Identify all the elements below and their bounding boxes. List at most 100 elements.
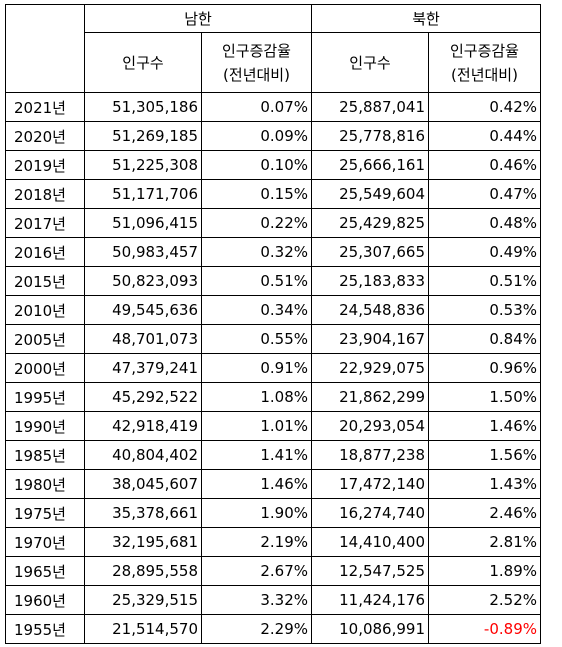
table-row: 1975년 35,378,661 1.90% 16,274,740 2.46% (5, 498, 541, 528)
south-growth-cell: 0.51% (201, 266, 312, 296)
south-growth-cell: 0.91% (201, 353, 312, 383)
south-population-cell: 51,305,186 (84, 92, 202, 122)
south-population-cell: 38,045,607 (84, 469, 202, 499)
south-population-cell: 45,292,522 (84, 382, 202, 412)
south-growth-cell: 2.29% (201, 614, 312, 644)
north-growth-cell: 1.56% (428, 440, 541, 470)
south-growth-cell: 1.08% (201, 382, 312, 412)
table-row: 1995년 45,292,522 1.08% 21,862,299 1.50% (5, 382, 541, 412)
year-cell: 1970년 (5, 527, 85, 557)
population-table: 남한 북한 인구수 인구증감율 (전년대비) 인구수 인구증감율 (전년대비) … (5, 4, 541, 644)
year-cell: 2000년 (5, 353, 85, 383)
north-population-cell: 25,549,604 (311, 179, 429, 209)
south-population-cell: 40,804,402 (84, 440, 202, 470)
table-row: 2016년 50,983,457 0.32% 25,307,665 0.49% (5, 237, 541, 267)
south-growth-cell: 0.22% (201, 208, 312, 238)
table-row: 2017년 51,096,415 0.22% 25,429,825 0.48% (5, 208, 541, 238)
north-growth-cell: 1.50% (428, 382, 541, 412)
south-growth-cell: 1.41% (201, 440, 312, 470)
north-population-cell: 10,086,991 (311, 614, 429, 644)
north-growth-cell: 0.96% (428, 353, 541, 383)
north-growth-cell: 0.44% (428, 121, 541, 151)
north-population-cell: 25,666,161 (311, 150, 429, 180)
table-row: 2010년 49,545,636 0.34% 24,548,836 0.53% (5, 295, 541, 325)
north-growth-cell: 0.49% (428, 237, 541, 267)
south-population-cell: 50,983,457 (84, 237, 202, 267)
year-cell: 1965년 (5, 556, 85, 586)
north-population-cell: 21,862,299 (311, 382, 429, 412)
table-row: 2000년 47,379,241 0.91% 22,929,075 0.96% (5, 353, 541, 383)
year-cell: 1955년 (5, 614, 85, 644)
north-growth-cell: 0.84% (428, 324, 541, 354)
north-population-header: 인구수 (311, 32, 429, 93)
north-population-cell: 22,929,075 (311, 353, 429, 383)
north-population-cell: 16,274,740 (311, 498, 429, 528)
year-cell: 1980년 (5, 469, 85, 499)
north-growth-header: 인구증감율 (전년대비) (428, 32, 541, 93)
south-population-cell: 47,379,241 (84, 353, 202, 383)
table-row: 1990년 42,918,419 1.01% 20,293,054 1.46% (5, 411, 541, 441)
south-growth-header: 인구증감율 (전년대비) (201, 32, 312, 93)
south-population-cell: 35,378,661 (84, 498, 202, 528)
table-row: 2015년 50,823,093 0.51% 25,183,833 0.51% (5, 266, 541, 296)
south-growth-cell: 0.34% (201, 295, 312, 325)
north-growth-cell: 0.48% (428, 208, 541, 238)
year-cell: 1995년 (5, 382, 85, 412)
north-population-cell: 25,307,665 (311, 237, 429, 267)
south-growth-cell: 2.19% (201, 527, 312, 557)
south-population-cell: 48,701,073 (84, 324, 202, 354)
table-body: 2021년 51,305,186 0.07% 25,887,041 0.42% 2020년… (5, 92, 541, 644)
south-growth-cell: 0.07% (201, 92, 312, 122)
year-cell: 2015년 (5, 266, 85, 296)
north-population-cell: 18,877,238 (311, 440, 429, 470)
growth-label: 인구증감율 (221, 41, 291, 60)
north-growth-cell: 1.46% (428, 411, 541, 441)
year-cell: 2016년 (5, 237, 85, 267)
north-growth-cell: 2.81% (428, 527, 541, 557)
north-growth-cell: 2.46% (428, 498, 541, 528)
year-cell: 1975년 (5, 498, 85, 528)
table-row: 1960년 25,329,515 3.32% 11,424,176 2.52% (5, 585, 541, 615)
north-population-cell: 24,548,836 (311, 295, 429, 325)
south-korea-header: 남한 (84, 4, 312, 33)
south-population-cell: 51,269,185 (84, 121, 202, 151)
growth-sublabel: (전년대비) (223, 65, 290, 84)
table-row: 1970년 32,195,681 2.19% 14,410,400 2.81% (5, 527, 541, 557)
corner-cell (5, 4, 85, 93)
south-growth-cell: 0.15% (201, 179, 312, 209)
table-row: 2021년 51,305,186 0.07% 25,887,041 0.42% (5, 92, 541, 122)
south-population-cell: 49,545,636 (84, 295, 202, 325)
year-cell: 1990년 (5, 411, 85, 441)
south-growth-cell: 0.09% (201, 121, 312, 151)
year-cell: 2010년 (5, 295, 85, 325)
south-growth-cell: 0.55% (201, 324, 312, 354)
south-population-cell: 51,225,308 (84, 150, 202, 180)
south-growth-cell: 0.32% (201, 237, 312, 267)
table-row: 2018년 51,171,706 0.15% 25,549,604 0.47% (5, 179, 541, 209)
south-growth-cell: 3.32% (201, 585, 312, 615)
south-population-header: 인구수 (84, 32, 202, 93)
table-row: 1980년 38,045,607 1.46% 17,472,140 1.43% (5, 469, 541, 499)
year-cell: 1960년 (5, 585, 85, 615)
year-cell: 2020년 (5, 121, 85, 151)
south-population-cell: 28,895,558 (84, 556, 202, 586)
north-population-cell: 20,293,054 (311, 411, 429, 441)
south-growth-cell: 1.46% (201, 469, 312, 499)
north-population-cell: 14,410,400 (311, 527, 429, 557)
south-growth-cell: 0.10% (201, 150, 312, 180)
north-growth-cell: 0.42% (428, 92, 541, 122)
north-growth-cell: 1.89% (428, 556, 541, 586)
north-population-cell: 12,547,525 (311, 556, 429, 586)
north-growth-cell: -0.89% (428, 614, 541, 644)
south-population-cell: 42,918,419 (84, 411, 202, 441)
year-cell: 1985년 (5, 440, 85, 470)
year-cell: 2019년 (5, 150, 85, 180)
south-growth-cell: 1.01% (201, 411, 312, 441)
south-population-cell: 50,823,093 (84, 266, 202, 296)
north-population-cell: 25,429,825 (311, 208, 429, 238)
north-growth-cell: 0.51% (428, 266, 541, 296)
table-row: 2005년 48,701,073 0.55% 23,904,167 0.84% (5, 324, 541, 354)
north-population-cell: 25,887,041 (311, 92, 429, 122)
north-population-cell: 23,904,167 (311, 324, 429, 354)
north-population-cell: 11,424,176 (311, 585, 429, 615)
